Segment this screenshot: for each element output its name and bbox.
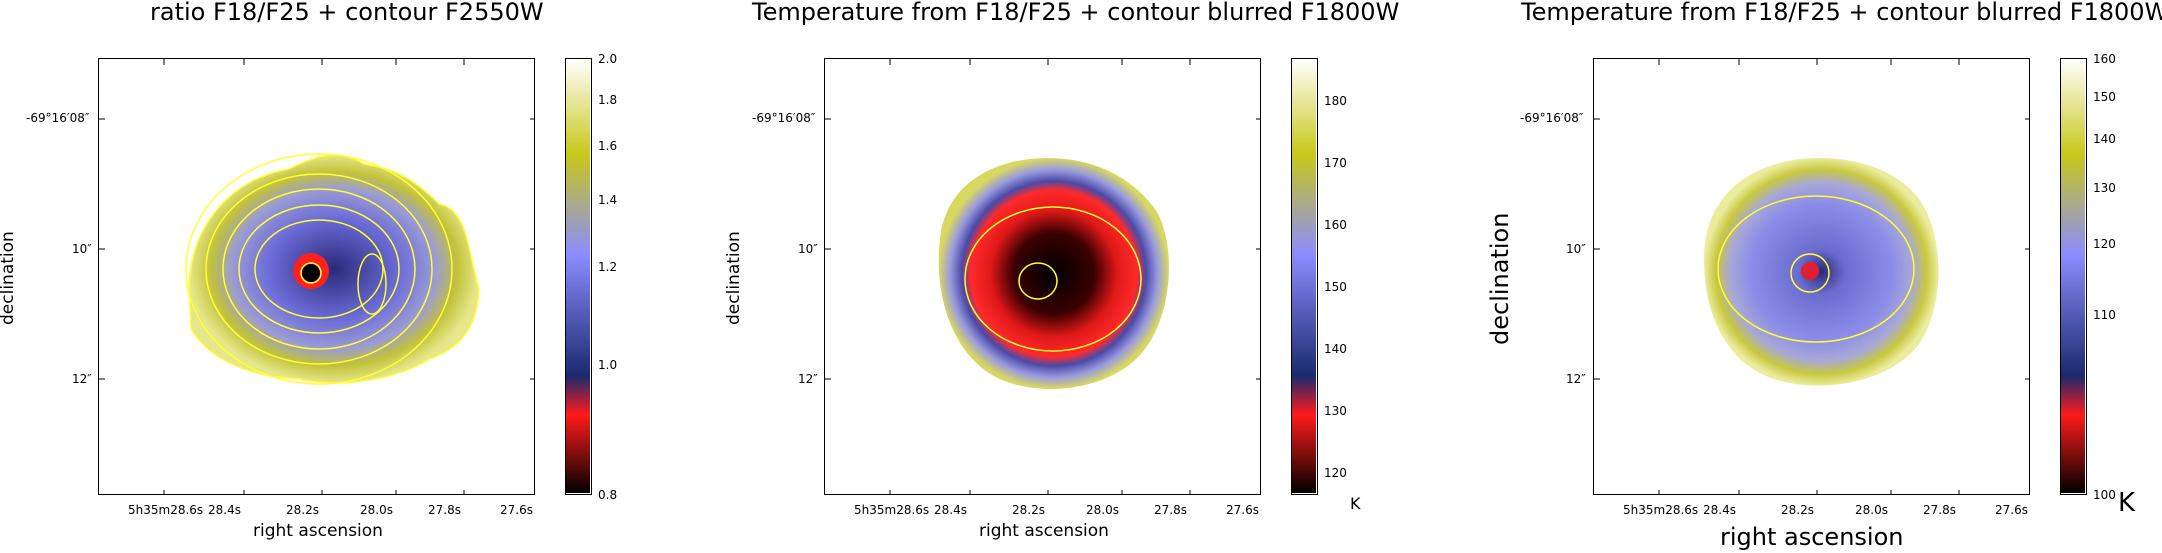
colorbar-tick: 120 — [2093, 237, 2116, 251]
colorbar — [2060, 58, 2087, 495]
y-tick-label: -69°16′08″ — [26, 111, 90, 125]
colorbar-fill — [2061, 59, 2085, 493]
panel-temperature-2: Temperature from F18/F25 + contour blurr… — [1462, 0, 2162, 553]
colorbar-tick: 110 — [2093, 308, 2116, 322]
colorbar-gradient — [566, 59, 590, 493]
x-tick-label: 27.8s — [428, 503, 461, 517]
x-tick-label: 28.4s — [934, 503, 967, 517]
colorbar-fill — [566, 59, 590, 493]
contour-line — [1790, 253, 1830, 293]
chart-title: Temperature from F18/F25 + contour blurr… — [1521, 0, 2162, 26]
panel-temperature-1: Temperature from F18/F25 + contour blurr… — [700, 0, 1400, 553]
x-tick-label: 28.0s — [360, 503, 393, 517]
colorbar-tick: 130 — [1324, 404, 1347, 418]
colorbar-tick: 140 — [1324, 342, 1347, 356]
image-plot — [98, 58, 535, 495]
colorbar-tick: 1.0 — [598, 358, 618, 372]
x-tick-label: 28.2s — [1781, 503, 1814, 517]
x-tick-label: 27.6s — [1995, 503, 2028, 517]
colorbar-tick: 160 — [1324, 218, 1347, 232]
colorbar-fill — [1292, 59, 1316, 493]
colorbar-tick: 140 — [2093, 132, 2116, 146]
image-plot — [1593, 58, 2030, 495]
x-tick-label: 28.4s — [208, 503, 241, 517]
colorbar-tick: 1.6 — [598, 139, 618, 153]
colorbar-tick: 160 — [2093, 52, 2116, 66]
colorbar-tick: 100 — [2093, 488, 2116, 502]
colorbar-tick: 0.8 — [598, 488, 618, 502]
y-axis-label: declination — [724, 231, 744, 325]
colorbar-tick: 170 — [1324, 156, 1347, 170]
x-tick-label: 27.8s — [1923, 503, 1956, 517]
heatmap-canvas — [1594, 59, 2029, 494]
y-tick-label: -69°16′08″ — [752, 111, 816, 125]
colorbar — [1291, 58, 1318, 495]
x-tick-label: 28.4s — [1703, 503, 1736, 517]
contour-line — [205, 173, 433, 365]
chart-title: ratio F18/F25 + contour F2550W — [150, 0, 544, 26]
x-tick-label: 5h35m28.6s — [1623, 503, 1699, 517]
heatmap-canvas — [99, 59, 534, 494]
contour-line — [238, 204, 400, 334]
y-tick-label: 12″ — [72, 372, 92, 386]
x-axis-label: right ascension — [1720, 523, 1904, 551]
colorbar-unit: K — [2118, 488, 2136, 518]
colorbar-tick: 1.2 — [598, 260, 618, 274]
colorbar-tick: 130 — [2093, 181, 2116, 195]
contour-line — [254, 219, 384, 319]
hot-spot — [1801, 262, 1819, 280]
x-tick-label: 28.0s — [1086, 503, 1119, 517]
x-tick-label: 28.2s — [1012, 503, 1045, 517]
x-tick-label: 28.0s — [1855, 503, 1888, 517]
y-tick-label: 10″ — [798, 242, 818, 256]
y-tick-label: 12″ — [1566, 372, 1586, 386]
contour-line — [1018, 262, 1058, 300]
contour-line — [357, 253, 387, 315]
chart-title: Temperature from F18/F25 + contour blurr… — [752, 0, 1400, 26]
y-tick-label: 10″ — [72, 242, 92, 256]
y-tick-label: 12″ — [798, 372, 818, 386]
panel-ratio: ratio F18/F25 + contour F2550W declinati… — [0, 0, 700, 553]
x-tick-label: 27.6s — [500, 503, 533, 517]
colorbar-tick: 1.4 — [598, 193, 618, 207]
colorbar-gradient — [2061, 59, 2085, 493]
x-axis-label: right ascension — [253, 521, 383, 541]
colorbar — [565, 58, 592, 495]
x-tick-label: 27.6s — [1226, 503, 1259, 517]
heatmap-canvas — [825, 59, 1260, 494]
contour-line — [185, 153, 453, 385]
emission-region — [189, 154, 479, 383]
emission-region — [938, 158, 1169, 389]
colorbar-tick: 180 — [1324, 94, 1347, 108]
colorbar-tick: 150 — [1324, 280, 1347, 294]
colorbar-gradient — [1292, 59, 1316, 493]
x-tick-label: 5h35m28.6s — [854, 503, 930, 517]
y-tick-label: 10″ — [1566, 242, 1586, 256]
contour-line — [188, 154, 480, 384]
contour-line — [222, 188, 416, 350]
contour-line — [964, 206, 1142, 352]
x-axis-label: right ascension — [979, 521, 1109, 541]
emission-region — [1704, 157, 1939, 386]
colorbar-tick: 2.0 — [598, 52, 618, 66]
image-plot — [824, 58, 1261, 495]
contour-line — [300, 262, 322, 284]
x-tick-label: 5h35m28.6s — [128, 503, 204, 517]
colorbar-unit: K — [1350, 494, 1361, 513]
colorbar-tick: 120 — [1324, 466, 1347, 480]
y-axis-label: declination — [1486, 212, 1514, 345]
y-axis-label: declination — [0, 231, 18, 325]
x-tick-label: 28.2s — [286, 503, 319, 517]
colorbar-tick: 150 — [2093, 90, 2116, 104]
core-spot — [302, 264, 320, 282]
contour-line — [1717, 195, 1915, 343]
y-tick-label: -69°16′08″ — [1520, 111, 1584, 125]
x-tick-label: 27.8s — [1154, 503, 1187, 517]
colorbar-tick: 1.8 — [598, 93, 618, 107]
